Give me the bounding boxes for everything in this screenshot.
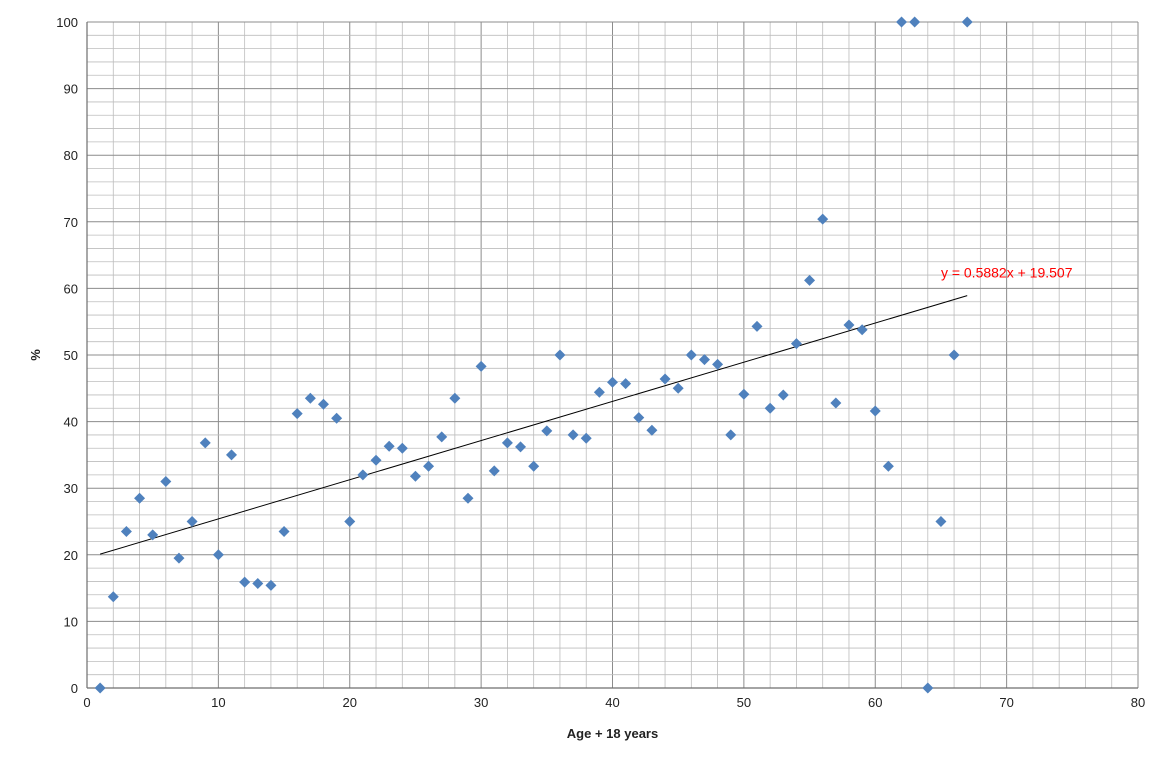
data-point — [357, 469, 369, 481]
data-point — [751, 320, 763, 332]
data-point — [436, 431, 448, 443]
data-point — [331, 412, 343, 424]
data-point — [764, 402, 776, 414]
data-point — [226, 449, 238, 461]
y-tick-label: 100 — [56, 15, 78, 30]
trendline — [99, 295, 968, 555]
data-point — [160, 476, 172, 488]
data-point — [843, 319, 855, 331]
data-point — [935, 516, 947, 527]
data-point — [173, 552, 185, 564]
data-point — [409, 470, 421, 482]
data-point — [528, 460, 540, 472]
x-tick-label: 40 — [605, 695, 619, 710]
data-point — [882, 460, 894, 472]
grid-lines — [86, 21, 1139, 689]
data-point — [278, 525, 290, 537]
data-point — [830, 397, 842, 409]
data-point — [344, 516, 356, 527]
data-point — [607, 376, 618, 388]
data-point — [147, 529, 159, 541]
data-point — [909, 16, 921, 28]
data-point — [948, 349, 960, 361]
data-point — [804, 274, 816, 286]
data-point — [94, 682, 106, 694]
data-point — [449, 392, 461, 404]
data-point — [304, 392, 316, 404]
tick-labels: 0 10 20 30 40 50 60 70 80 0 10 20 30 40 50 60 70 80 90 100 — [56, 15, 1145, 710]
y-axis-title: % — [28, 349, 43, 361]
data-point — [107, 591, 119, 603]
data-point — [488, 465, 500, 477]
data-point — [633, 412, 645, 424]
x-axis-title: Age + 18 years — [567, 726, 658, 741]
data-point — [712, 358, 724, 370]
data-point — [790, 338, 802, 350]
x-tick-label: 0 — [83, 695, 90, 710]
data-point — [423, 460, 435, 472]
data-point — [396, 442, 408, 454]
y-tick-label: 0 — [71, 681, 78, 696]
x-tick-label: 80 — [1131, 695, 1145, 710]
trendline-equation: y = 0.5882x + 19.507 — [941, 265, 1073, 281]
data-point — [265, 579, 277, 591]
data-point — [134, 492, 146, 504]
data-point — [817, 213, 829, 225]
data-point — [646, 424, 658, 436]
data-point — [580, 432, 592, 444]
data-point — [593, 386, 605, 398]
y-tick-label: 40 — [64, 415, 78, 430]
data-point — [659, 373, 671, 385]
y-tick-label: 30 — [64, 481, 78, 496]
data-point — [462, 492, 474, 504]
x-tick-label: 70 — [999, 695, 1013, 710]
trendline-layer — [99, 295, 968, 555]
data-point — [685, 349, 697, 361]
data-point — [515, 441, 527, 453]
data-point — [186, 516, 198, 527]
data-point — [317, 398, 329, 410]
data-point — [541, 425, 553, 437]
data-point — [252, 577, 264, 589]
y-tick-label: 80 — [64, 148, 78, 163]
data-point — [554, 349, 566, 361]
data-point — [120, 525, 132, 537]
data-point — [501, 437, 513, 449]
data-point — [370, 454, 382, 466]
y-tick-label: 90 — [64, 82, 78, 97]
data-point — [922, 682, 934, 694]
data-point — [961, 16, 973, 28]
data-point — [620, 378, 632, 390]
x-tick-label: 60 — [868, 695, 882, 710]
data-point — [212, 549, 224, 561]
data-point — [672, 382, 684, 394]
data-points — [94, 16, 973, 694]
x-tick-label: 30 — [474, 695, 488, 710]
data-point — [869, 405, 881, 417]
y-tick-label: 50 — [64, 348, 78, 363]
data-point — [475, 360, 487, 372]
data-point — [777, 389, 789, 401]
y-tick-label: 60 — [64, 281, 78, 296]
data-point — [725, 429, 737, 441]
x-tick-label: 50 — [737, 695, 751, 710]
data-point — [896, 16, 908, 28]
data-point — [239, 576, 251, 588]
axes — [86, 22, 1138, 689]
data-point — [698, 354, 710, 366]
y-tick-label: 70 — [64, 215, 78, 230]
data-point — [199, 437, 211, 449]
data-point — [291, 408, 303, 420]
data-point — [856, 324, 868, 336]
y-tick-label: 10 — [64, 614, 78, 629]
data-point — [738, 388, 750, 400]
data-point — [383, 440, 395, 452]
y-tick-label: 20 — [64, 548, 78, 563]
data-point — [567, 429, 579, 441]
x-tick-label: 10 — [211, 695, 225, 710]
x-tick-label: 20 — [343, 695, 357, 710]
